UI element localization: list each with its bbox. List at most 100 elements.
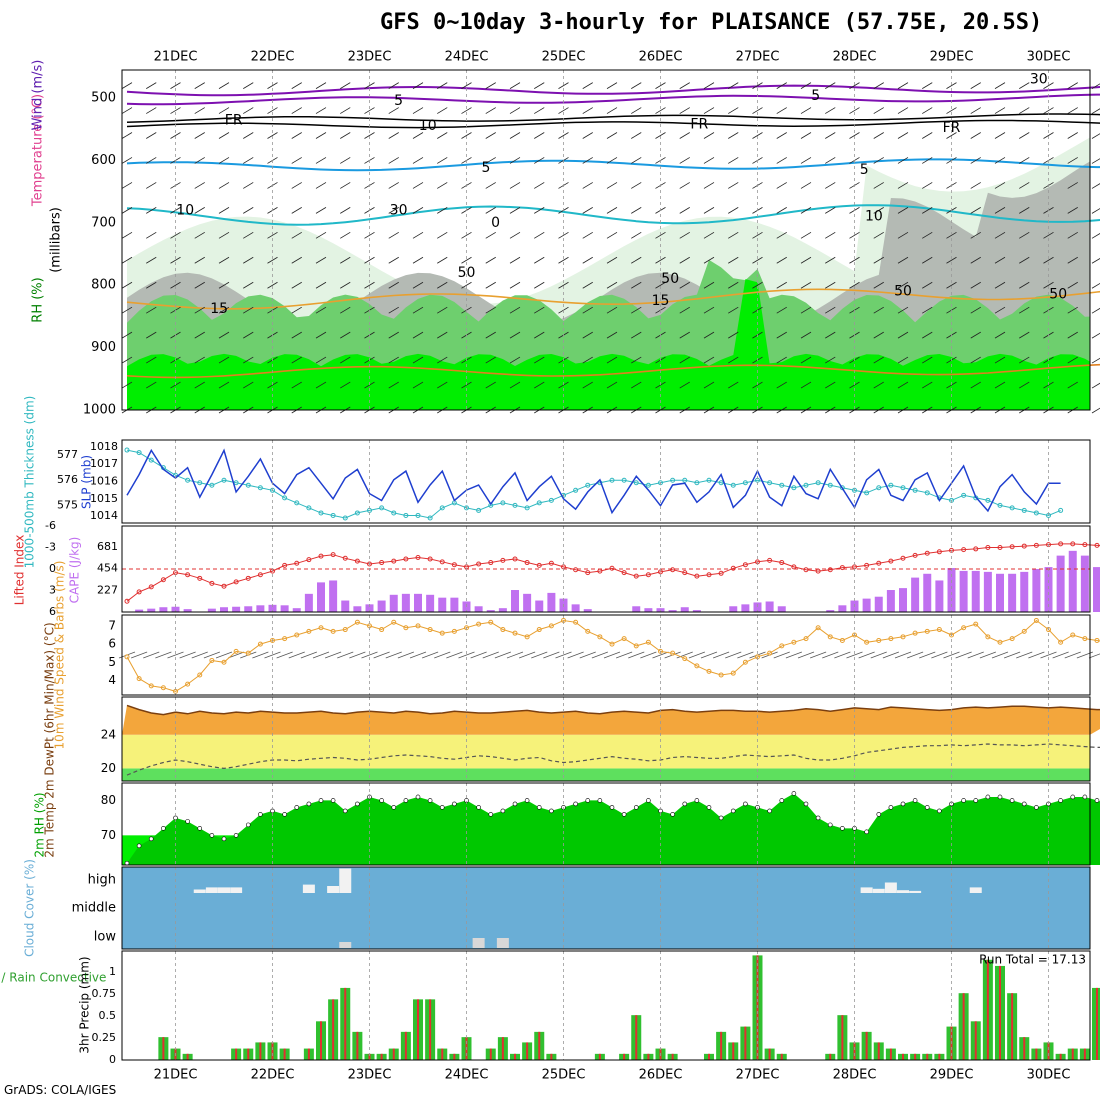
li-point — [718, 570, 724, 576]
wind-barb — [315, 82, 327, 89]
contour-label: 50 — [894, 283, 912, 299]
wind-barb — [121, 306, 133, 314]
y-axis-label-temp2m: 2m Temp 2m DewPt (6hr Min/Max) (°C) — [43, 622, 57, 857]
wind-barb — [218, 107, 230, 114]
precip-convective-bar — [259, 1042, 262, 1060]
wind-barb — [412, 207, 424, 214]
rh-point — [209, 833, 215, 838]
cape-bar — [232, 606, 241, 612]
wind-barb — [291, 107, 302, 114]
li-tick-label: 6 — [49, 605, 56, 618]
wind-barb — [340, 256, 351, 264]
wind-barb — [218, 331, 230, 339]
li-point — [864, 562, 870, 568]
wind-barb-10m — [130, 651, 148, 659]
precip-convective-bar — [974, 1021, 977, 1060]
temp-tick-label: 20 — [101, 761, 116, 775]
thickness-point — [257, 485, 263, 491]
wind-barb — [437, 132, 448, 139]
wind-barb — [1019, 82, 1030, 89]
wind-barb — [388, 157, 399, 164]
wind-barb — [1043, 256, 1054, 264]
wind-barb — [243, 356, 254, 364]
wind-barb — [606, 157, 618, 164]
wind-barb — [267, 82, 278, 89]
wind-barb — [437, 231, 448, 239]
rh-point — [585, 798, 591, 803]
wind-barb — [243, 331, 254, 339]
li-point — [160, 577, 166, 583]
wind-barb — [461, 231, 472, 239]
y-axis-label-cape: CAPE (J/kg) — [68, 537, 82, 604]
cape-bar — [729, 606, 738, 612]
wind-speed-point — [585, 628, 591, 634]
rh-point — [573, 801, 578, 807]
wind-barb — [146, 331, 157, 339]
cloud-high-bar — [969, 887, 982, 893]
li-point — [645, 572, 651, 578]
wind-barb — [994, 331, 1006, 339]
wind-barb — [728, 132, 739, 139]
x-tick-label-top: 22DEC — [251, 50, 295, 65]
precip-tick-label: 0.25 — [92, 1031, 117, 1044]
cape-bar — [401, 593, 410, 612]
wind-barb — [218, 82, 230, 89]
thickness-point — [124, 447, 130, 453]
wind-barb — [849, 381, 860, 389]
li-point — [548, 560, 554, 566]
wind-barb-10m — [676, 651, 693, 659]
wind-barb — [970, 207, 981, 214]
wind-barb — [825, 306, 836, 314]
li-point — [912, 552, 918, 558]
wind-barb — [849, 231, 860, 239]
wind-barb — [800, 132, 812, 139]
wind-barb — [218, 356, 230, 364]
wind-speed-point — [973, 621, 979, 627]
cape-bar — [414, 593, 422, 612]
cape-bar — [220, 607, 228, 612]
contour-label: FR — [225, 113, 243, 129]
wind-barb — [825, 107, 836, 114]
wind-barb — [800, 182, 812, 189]
li-point — [961, 547, 967, 553]
thickness-tick-label: 576 — [57, 473, 78, 486]
cape-bar — [826, 610, 835, 612]
y-axis-label-rh: RH (%) — [31, 277, 46, 322]
precip-convective-bar — [962, 993, 965, 1060]
wind-barb — [1043, 82, 1054, 89]
wind-speed-point — [427, 627, 433, 633]
cape-bar — [741, 604, 750, 612]
thickness-point — [439, 505, 445, 511]
cape-bar — [535, 600, 544, 612]
wind-barb — [849, 82, 860, 89]
wind-barb-10m — [906, 651, 924, 659]
wind-barb — [631, 207, 642, 214]
rh-point — [937, 808, 942, 814]
rh-point — [646, 798, 651, 803]
wind-barb — [558, 82, 569, 89]
wind-barb — [970, 231, 981, 239]
wind-barb — [994, 157, 1006, 164]
wind-barb — [776, 231, 787, 239]
precip-convective-bar — [247, 1048, 250, 1060]
precip-convective-bar — [780, 1053, 783, 1060]
wind-barb — [218, 157, 230, 164]
wind-barb — [946, 281, 957, 289]
rh-point — [415, 794, 421, 800]
rh-point — [670, 812, 675, 817]
rh-point — [379, 798, 384, 803]
wind-barb — [412, 256, 424, 264]
cloud-high-bar — [327, 886, 340, 893]
wind-barb — [146, 157, 157, 164]
x-tick-label-top: 29DEC — [930, 50, 974, 65]
rh-point — [427, 798, 433, 803]
wind-barb — [703, 231, 715, 239]
wind-barb — [194, 331, 205, 339]
wind-barb — [873, 381, 884, 389]
wind-speed-point — [803, 636, 809, 642]
wind-speed-point — [221, 659, 227, 665]
precip-convective-bar — [392, 1048, 395, 1060]
wind-barb — [825, 356, 836, 364]
temp-area — [122, 705, 1100, 735]
thickness-point — [585, 482, 591, 488]
